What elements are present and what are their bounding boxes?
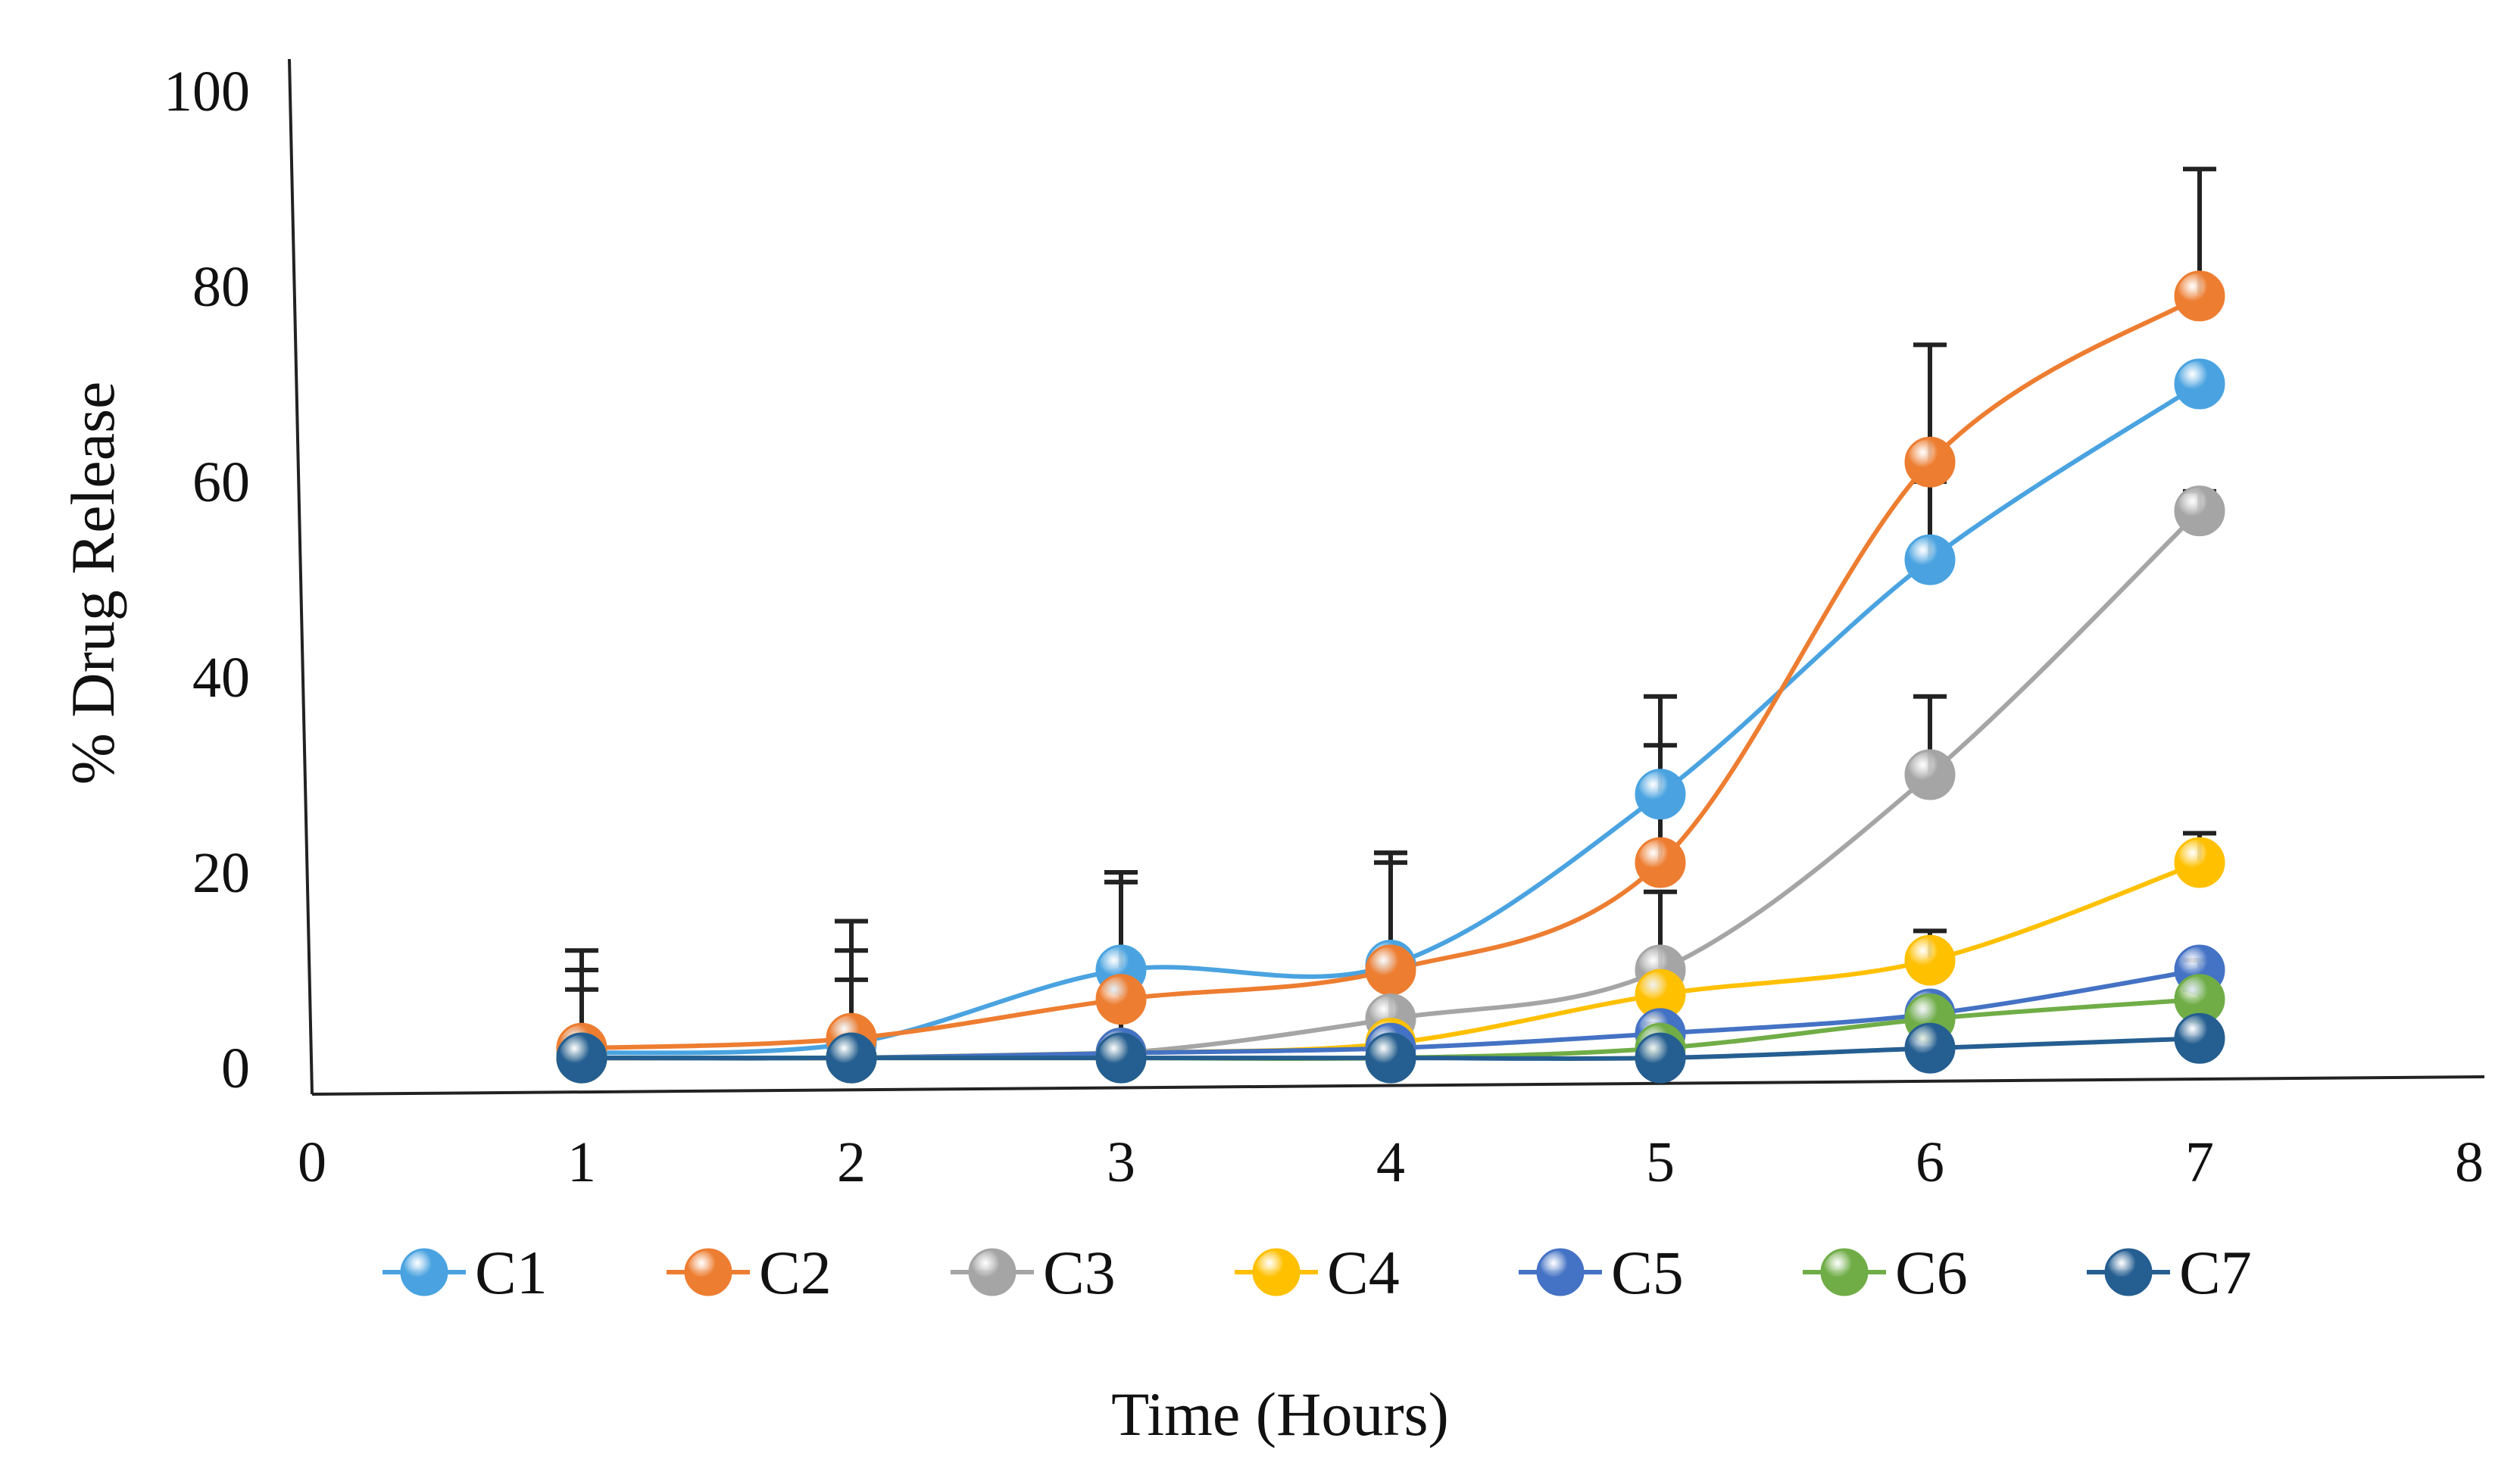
legend-marker-C2 — [684, 1248, 732, 1296]
data-point-C7 — [826, 1032, 877, 1084]
x-tick-label: 4 — [1376, 1131, 1405, 1194]
x-tick-label: 1 — [567, 1131, 596, 1194]
data-point-C4 — [1904, 934, 1956, 986]
legend-label-C5: C5 — [1611, 1238, 1684, 1307]
y-axis-ticks: 0 20 40 60 80 100 — [164, 60, 250, 1100]
x-tick-label: 0 — [298, 1131, 326, 1194]
legend-label-C7: C7 — [2179, 1238, 2252, 1307]
legend-marker-C5 — [1536, 1248, 1585, 1296]
y-tick-label: 60 — [192, 451, 250, 514]
legend-label-C2: C2 — [759, 1238, 832, 1307]
legend-marker-C6 — [1820, 1248, 1869, 1296]
legend: C1 C2 C3 C4 C5 C6 C7 — [383, 1238, 2252, 1307]
legend-marker-C7 — [2104, 1248, 2153, 1296]
data-point-C2 — [2174, 270, 2225, 322]
legend-label-C4: C4 — [1327, 1238, 1400, 1307]
x-tick-label: 6 — [1916, 1131, 1944, 1194]
data-point-C1 — [1904, 534, 1956, 585]
data-point-C7 — [1635, 1032, 1686, 1084]
x-tick-label: 5 — [1646, 1131, 1675, 1194]
x-tick-label: 7 — [2185, 1131, 2214, 1194]
data-point-C2 — [1635, 837, 1686, 888]
y-tick-label: 80 — [192, 255, 250, 319]
data-point-C3 — [2174, 485, 2225, 537]
error-bars — [565, 167, 2216, 1059]
data-point-C7 — [1904, 1022, 1956, 1074]
legend-label-C3: C3 — [1043, 1238, 1116, 1307]
data-point-C7 — [1365, 1032, 1416, 1084]
legend-marker-C1 — [400, 1248, 448, 1296]
x-axis-label: Time (Hours) — [1111, 1380, 1449, 1449]
legend-label-C1: C1 — [475, 1238, 548, 1307]
x-axis-ticks: 0 1 2 3 4 5 6 7 8 — [298, 1131, 2484, 1194]
y-axis-line — [288, 58, 314, 1095]
data-point-C2 — [1095, 974, 1147, 1025]
x-tick-label: 8 — [2455, 1131, 2484, 1194]
data-point-C7 — [556, 1032, 607, 1084]
y-tick-label: 100 — [164, 60, 250, 123]
y-tick-label: 0 — [221, 1037, 250, 1100]
data-point-C2 — [1904, 436, 1956, 488]
data-point-C7 — [1095, 1032, 1147, 1084]
data-point-C1 — [2174, 358, 2225, 410]
legend-label-C6: C6 — [1895, 1238, 1968, 1307]
data-point-C3 — [1904, 749, 1956, 800]
legend-marker-C3 — [968, 1248, 1016, 1296]
data-point-C1 — [1635, 769, 1686, 820]
y-tick-label: 40 — [192, 646, 250, 710]
data-point-C7 — [2174, 1012, 2225, 1064]
data-point-C4 — [2174, 837, 2225, 888]
legend-marker-C4 — [1252, 1248, 1301, 1296]
x-tick-label: 2 — [837, 1131, 866, 1194]
x-tick-label: 3 — [1107, 1131, 1135, 1194]
data-point-C2 — [1365, 944, 1416, 996]
y-tick-label: 20 — [192, 841, 250, 905]
x-axis-line — [311, 1075, 2485, 1096]
y-axis-label: % Drug Release — [58, 382, 127, 785]
series-markers — [556, 270, 2225, 1084]
